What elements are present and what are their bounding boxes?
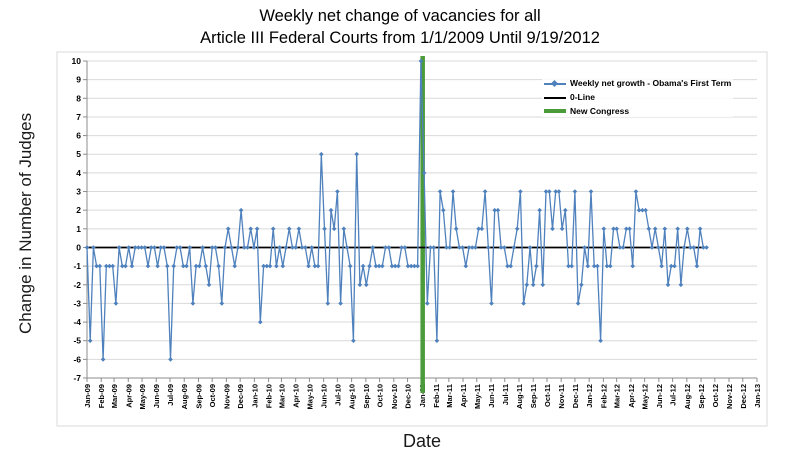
y-tick-label: -1 [73,261,81,271]
x-tick-label: Oct-09 [208,384,217,407]
x-tick-label: Apr-09 [124,384,133,408]
x-tick-label: Jun-10 [320,384,329,408]
y-tick-label: 0 [76,242,81,252]
series-legend-swatch-icon [544,79,566,88]
x-tick-label: Apr-11 [459,384,468,407]
x-tick-label: Mar-11 [445,384,454,408]
x-tick-label: Nov-10 [390,384,399,409]
y-tick-label: -5 [73,336,81,346]
x-tick-label: Aug-11 [515,384,524,409]
x-tick-label: Mar-12 [613,384,622,408]
x-tick-label: Oct-12 [711,384,720,407]
y-tick-label: 4 [76,168,81,178]
legend-item: Weekly net growth - Obama's First Term [544,78,731,88]
y-tick-label: -3 [73,298,81,308]
x-tick-label: Jul-09 [166,384,175,406]
x-tick-label: Jul-10 [333,384,342,406]
x-tick-label: Jul-11 [501,384,510,405]
x-tick-label: Feb-10 [265,384,274,408]
x-tick-label: Jun-11 [487,384,496,408]
y-tick-label: 7 [76,112,81,122]
x-tick-label: Feb-11 [432,384,441,408]
x-tick-label: May-11 [473,384,482,409]
x-tick-label: Jan-10 [250,384,259,408]
x-tick-label: Feb-12 [599,384,608,408]
y-tick-label: -6 [73,354,81,364]
legend: Weekly net growth - Obama's First Term 0-… [542,77,734,117]
y-tick-label: 9 [76,75,81,85]
legend-item: 0-Line [544,92,731,102]
x-tick-label: Jan-11 [418,384,427,407]
y-tick-label: 10 [72,56,82,66]
y-tick-label: 6 [76,131,81,141]
x-tick-label: May-12 [641,384,650,409]
x-tick-label: Aug-09 [180,384,189,409]
x-tick-label: May-10 [305,384,314,409]
legend-label: New Congress [570,106,630,116]
x-tick-label: Sep-11 [529,384,538,408]
new-congress-swatch-icon [544,107,566,116]
x-tick-label: Nov-11 [557,384,566,409]
x-tick-label: Nov-09 [222,384,231,409]
chart-title: Weekly net change of vacancies for all A… [0,6,800,50]
zero-line-swatch-icon [544,93,566,102]
y-tick-label: 8 [76,93,81,103]
x-tick-label: Nov-12 [725,384,734,409]
x-tick-label: Aug-10 [348,384,357,409]
x-tick-label: Mar-10 [277,384,286,408]
chart-title-line2: Article III Federal Courts from 1/1/2009… [200,28,600,47]
legend-item: New Congress [544,106,731,116]
x-tick-label: Sep-12 [697,384,706,409]
x-tick-label: Jun-09 [152,384,161,408]
x-tick-label: Oct-11 [543,384,552,407]
y-tick-label: -4 [73,317,81,327]
x-tick-label: Dec-09 [236,384,245,409]
y-tick-label: -2 [73,280,81,290]
x-tick-label: Dec-10 [404,384,413,409]
chart-frame [56,51,768,427]
x-tick-label: Dec-11 [571,384,580,408]
x-tick-label: Jul-12 [669,384,678,406]
x-tick-label: Dec-12 [739,384,748,409]
y-tick-label: 2 [76,205,81,215]
y-tick-label: -7 [73,373,81,383]
x-tick-label: Oct-10 [376,384,385,407]
x-tick-label: Apr-10 [292,384,301,408]
x-tick-label: Jan-13 [753,384,762,408]
x-tick-label: Aug-12 [683,384,692,409]
y-tick-label: 5 [76,149,81,159]
x-axis-title: Date [402,431,442,451]
x-tick-label: Mar-09 [110,384,119,408]
legend-label: Weekly net growth - Obama's First Term [570,78,732,88]
x-tick-label: Feb-09 [97,384,106,408]
x-tick-label: Jan-09 [83,384,92,408]
y-tick-label: 3 [76,187,81,197]
x-tick-label: Sep-09 [194,384,203,409]
chart-title-line1: Weekly net change of vacancies for all [259,7,541,25]
x-tick-label: May-09 [138,384,147,409]
x-tick-label: Sep-10 [362,384,371,409]
y-tick-label: 1 [76,224,81,234]
x-tick-label: Jan-12 [585,384,594,408]
legend-label: 0-Line [570,92,596,102]
x-tick-label: Apr-12 [627,384,636,408]
x-tick-label: Jun-12 [655,384,664,408]
